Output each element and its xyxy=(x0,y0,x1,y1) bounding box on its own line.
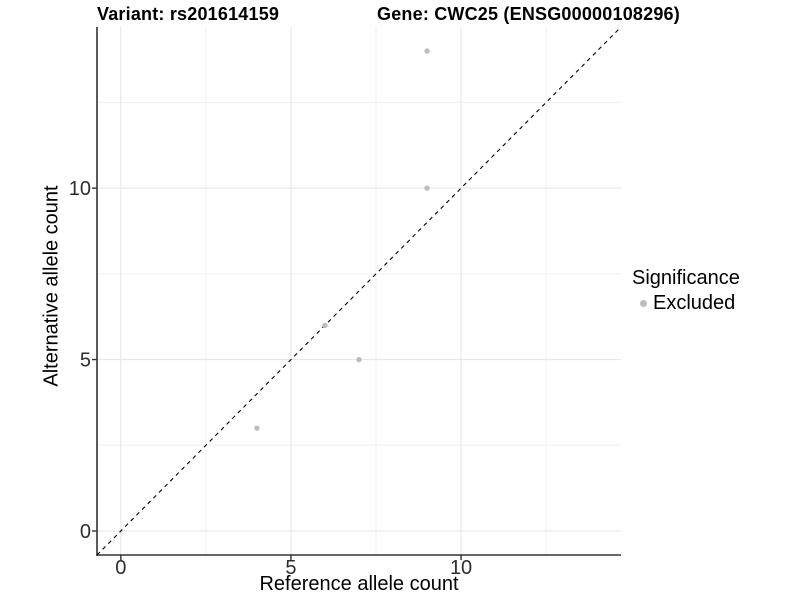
data-point xyxy=(356,356,362,363)
y-tick-label: 0 xyxy=(80,521,91,543)
gene-title: Gene: CWC25 (ENSG00000108296) xyxy=(377,4,680,24)
legend-title: Significance xyxy=(632,267,740,289)
variant-title: Variant: rs201614159 xyxy=(97,4,280,24)
data-point xyxy=(424,185,430,191)
legend-item-excluded: Excluded xyxy=(632,291,740,315)
y-axis-title: Alternative allele count xyxy=(40,185,63,387)
data-point xyxy=(254,425,260,431)
legend-item-label: Excluded xyxy=(653,292,736,314)
data-point xyxy=(424,48,430,54)
x-axis-title: Reference allele count xyxy=(259,573,459,595)
x-tick-label: 10 xyxy=(450,557,472,579)
x-tick-label: 0 xyxy=(115,557,126,579)
excluded-point-icon xyxy=(640,299,647,307)
y-tick-label: 5 xyxy=(80,350,91,372)
x-tick-label: 5 xyxy=(285,557,296,579)
y-tick-label: 10 xyxy=(69,178,91,200)
data-point xyxy=(322,322,328,328)
identity-dashed-line xyxy=(96,26,622,556)
legend: Significance Excluded xyxy=(632,266,740,315)
